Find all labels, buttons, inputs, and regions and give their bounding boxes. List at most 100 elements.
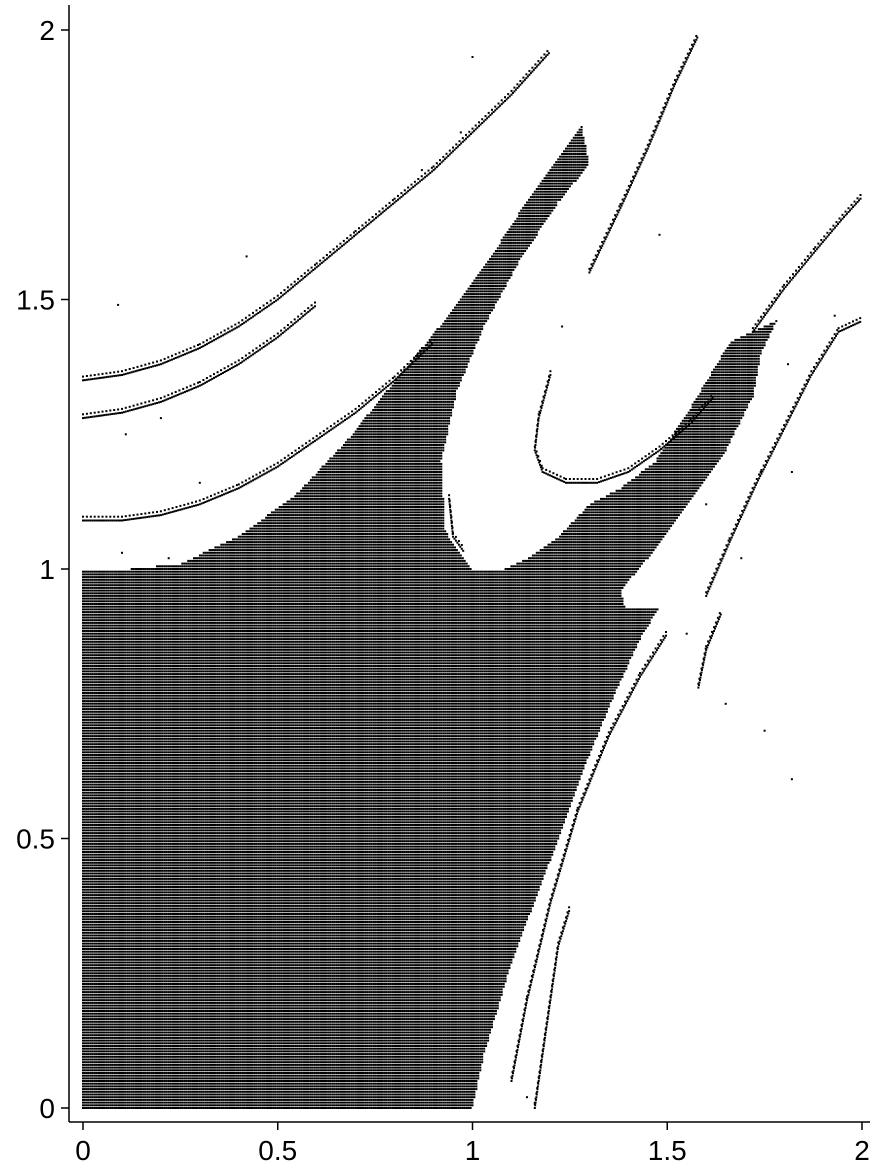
region-point — [232, 1102, 234, 1104]
region-point — [195, 1102, 197, 1104]
region-point — [324, 1104, 326, 1106]
region-point — [287, 1107, 289, 1109]
region-point — [177, 1107, 179, 1109]
region-point — [261, 1094, 263, 1096]
region-point — [140, 1077, 142, 1079]
region-point — [195, 1080, 197, 1082]
region-point — [105, 1083, 107, 1085]
region-point — [269, 1091, 271, 1093]
region-point — [154, 1099, 156, 1101]
region-point — [275, 1099, 277, 1101]
region-point — [246, 1083, 248, 1085]
region-point — [148, 1099, 150, 1101]
region-point — [242, 1091, 244, 1093]
region-point — [396, 1102, 398, 1104]
region-point — [399, 1085, 401, 1087]
region-point — [364, 1091, 366, 1093]
region-point — [224, 1083, 226, 1085]
region-point — [403, 1099, 405, 1101]
region-point — [440, 1088, 442, 1090]
region-point — [279, 1096, 281, 1098]
region-point — [82, 1104, 84, 1106]
region-point — [133, 1077, 135, 1079]
region-point — [107, 1104, 109, 1106]
region-point — [185, 1099, 187, 1101]
region-point — [88, 1091, 90, 1093]
region-point — [117, 1096, 119, 1098]
region-point — [133, 1091, 135, 1093]
region-point — [193, 1085, 195, 1087]
region-point — [133, 1088, 135, 1090]
region-point — [234, 1088, 236, 1090]
region-point — [250, 1102, 252, 1104]
region-point — [454, 1085, 456, 1087]
region-point — [429, 1102, 431, 1104]
region-point — [257, 1096, 259, 1098]
region-point — [261, 1102, 263, 1104]
region-point — [415, 1104, 417, 1106]
region-point — [251, 1085, 253, 1087]
region-point — [203, 1107, 205, 1109]
region-point — [454, 1096, 456, 1098]
region-point — [327, 1091, 329, 1093]
region-point — [255, 1099, 257, 1101]
region-point — [446, 1080, 448, 1082]
region-point — [263, 1091, 265, 1093]
region-point — [119, 1107, 121, 1109]
region-point — [314, 1099, 316, 1101]
region-point — [84, 1091, 86, 1093]
region-point — [152, 1091, 154, 1093]
region-point — [421, 1102, 423, 1104]
region-point — [261, 1091, 263, 1093]
region-point — [209, 1091, 211, 1093]
region-point — [267, 1099, 269, 1101]
region-point — [263, 1088, 265, 1090]
region-point — [174, 1080, 176, 1082]
region-point — [415, 1096, 417, 1098]
region-point — [318, 1094, 320, 1096]
region-point — [189, 1094, 191, 1096]
region-point — [205, 1104, 207, 1106]
region-point — [351, 1083, 353, 1085]
region-point — [382, 1080, 384, 1082]
region-point — [396, 1085, 398, 1087]
region-point — [98, 1077, 100, 1079]
region-point — [462, 1096, 464, 1098]
region-point — [90, 1102, 92, 1104]
region-point — [362, 1104, 364, 1106]
region-point — [470, 1094, 472, 1096]
region-point — [228, 1091, 230, 1093]
region-point — [137, 1094, 139, 1096]
region-point — [355, 1099, 357, 1101]
region-point — [84, 1083, 86, 1085]
region-point — [273, 1085, 275, 1087]
region-point — [470, 1085, 472, 1087]
region-point — [392, 1094, 394, 1096]
region-point — [205, 1107, 207, 1109]
region-point — [250, 1099, 252, 1101]
region-point — [187, 1080, 189, 1082]
region-point — [238, 1107, 240, 1109]
region-point — [277, 1096, 279, 1098]
region-point — [125, 1077, 127, 1079]
region-point — [238, 1102, 240, 1104]
region-point — [325, 1096, 327, 1098]
region-point — [327, 1088, 329, 1090]
region-point — [324, 1094, 326, 1096]
region-point — [431, 1099, 433, 1101]
region-point — [378, 1080, 380, 1082]
region-point — [466, 1107, 468, 1109]
region-point — [287, 1094, 289, 1096]
region-point — [154, 1080, 156, 1082]
region-point — [425, 1104, 427, 1106]
region-point — [442, 1083, 444, 1085]
region-point — [296, 1094, 298, 1096]
region-point — [442, 1096, 444, 1098]
region-point — [176, 1085, 178, 1087]
region-point — [187, 1096, 189, 1098]
region-point — [82, 1080, 84, 1082]
region-point — [246, 1091, 248, 1093]
region-point — [396, 1094, 398, 1096]
region-point — [98, 1096, 100, 1098]
region-point — [166, 1088, 168, 1090]
